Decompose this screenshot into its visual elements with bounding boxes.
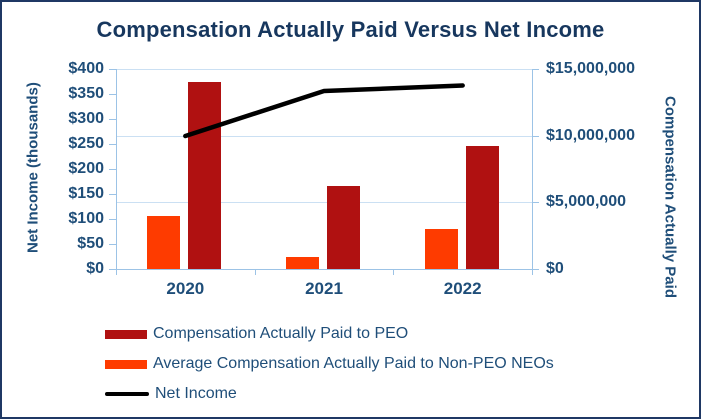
right-tick-mark: [532, 269, 539, 270]
x-axis-label-2020: 2020: [166, 279, 205, 298]
y-axis-line: [116, 69, 117, 270]
left-tick-mark: [109, 269, 116, 270]
x-axis-label-2022: 2022: [443, 279, 482, 298]
x-tick-mark: [116, 269, 117, 275]
x-tick-mark: [393, 269, 395, 275]
x-axis-line: [116, 269, 533, 270]
bar-peo-2022: [465, 145, 499, 269]
legend-bar-swatch: [105, 359, 147, 369]
right-tick-label: $0: [546, 260, 564, 277]
gridline: [116, 135, 532, 137]
right-tick-mark: [532, 202, 539, 204]
gridline: [116, 202, 532, 204]
right-tick-label: $5,000,000: [546, 193, 627, 211]
right-tick-label: $10,000,000: [546, 126, 635, 144]
left-tick-label: $50: [77, 235, 104, 252]
bar-peo-2021: [327, 186, 360, 269]
legend-label: Net Income: [155, 385, 237, 402]
left-tick-label: $150: [68, 185, 104, 202]
x-tick-mark: [254, 269, 256, 275]
left-tick-label: $300: [68, 110, 104, 127]
legend-row-1: Compensation Actually Paid to PEO: [105, 319, 408, 349]
left-tick-label: $350: [68, 85, 104, 102]
x-axis-label-2021: 2021: [305, 279, 343, 298]
right-axis-line: [532, 69, 533, 270]
left-tick-mark: [109, 244, 116, 245]
left-tick-mark: [109, 119, 116, 120]
left-tick-label: $250: [68, 135, 104, 152]
legend-row-2: Average Compensation Actually Paid to No…: [105, 349, 554, 379]
right-tick-mark: [532, 135, 539, 137]
chart-title: Compensation Actually Paid Versus Net In…: [96, 17, 605, 42]
left-tick-label: $100: [68, 210, 104, 227]
legend-line-swatch: [105, 392, 149, 396]
bar-non-peo-2020: [147, 215, 181, 269]
left-tick-label: $0: [86, 260, 104, 277]
bar-peo-2020: [188, 82, 222, 269]
net-income-line-path: [183, 83, 465, 139]
legend-label: Average Compensation Actually Paid to No…: [153, 355, 554, 372]
x-tick-mark: [532, 269, 533, 275]
bar-non-peo-2022: [424, 229, 458, 269]
right-tick-label: $15,000,000: [546, 60, 635, 77]
left-tick-label: $400: [68, 60, 104, 77]
left-tick-mark: [109, 94, 116, 95]
left-tick-mark: [109, 169, 116, 170]
legend-bar-swatch: [105, 329, 147, 339]
legend-label: Compensation Actually Paid to PEO: [153, 325, 409, 342]
bar-non-peo-2021: [286, 257, 319, 269]
left-tick-mark: [109, 194, 116, 195]
net-income-line: [183, 83, 465, 139]
left-tick-mark: [109, 144, 116, 145]
right-tick-mark: [532, 69, 539, 70]
left-tick-label: $200: [68, 160, 104, 177]
legend-row-3: Net Income: [105, 379, 237, 409]
left-tick-mark: [109, 219, 116, 220]
right-axis-title: Compensation Actually Paid: [661, 96, 679, 298]
left-tick-mark: [109, 69, 116, 70]
gridline: [116, 69, 532, 70]
